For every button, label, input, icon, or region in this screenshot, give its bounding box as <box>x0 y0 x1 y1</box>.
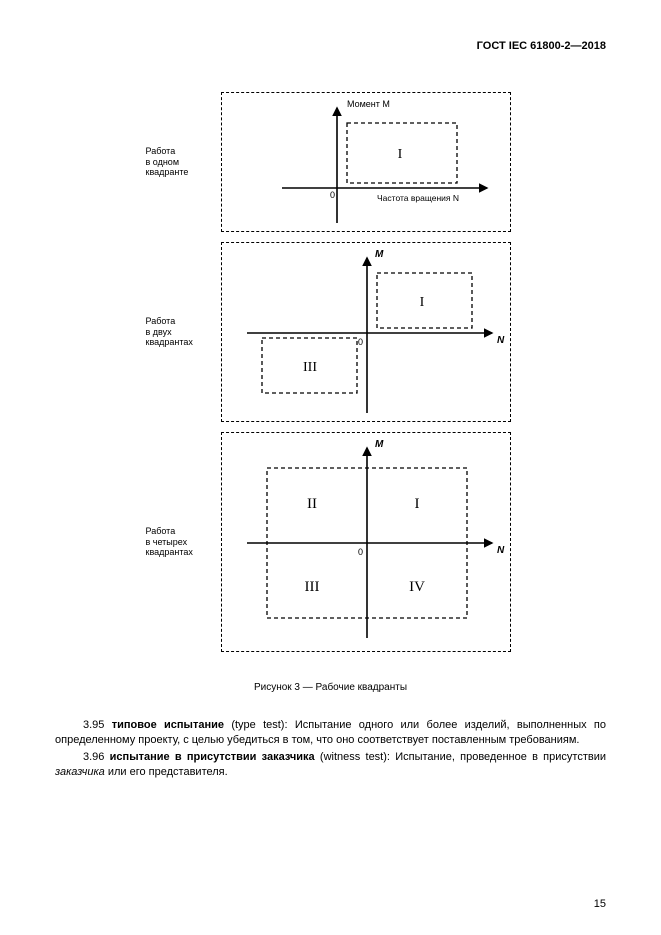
quadrant-panel-1: I Момент M Частота вращения N 0 <box>221 92 511 232</box>
x-axis-label-1: Частота вращения N <box>377 193 459 203</box>
def-rest-1a: : Испытание, проведенное в присутствии <box>387 751 606 763</box>
definition-3.96: 3.96 испытание в присутствии заказчика (… <box>55 750 606 780</box>
def-paren-1: (witness test) <box>320 751 387 763</box>
y-axis-label-1: Момент M <box>347 99 390 109</box>
side-label-2-line1: в двух <box>146 327 172 337</box>
x-axis-label-3: N <box>497 545 505 556</box>
y-axis-label-2: M <box>375 249 384 260</box>
diagram-svg-3: II I III IV M N 0 <box>222 433 512 653</box>
def-paren-0: (type test) <box>231 719 284 731</box>
side-label-3: Работа в четырех квадрантах <box>146 526 221 558</box>
side-label-3-line1: в четырех <box>146 537 188 547</box>
page: ГОСТ IEC 61800-2—2018 Работа в одном ква… <box>0 0 661 935</box>
x-axis-label-2: N <box>497 335 505 346</box>
def-num-1: 3.96 <box>83 751 104 763</box>
diagram-row-1: Работа в одном квадранте I <box>146 92 516 232</box>
quadrant3-label-IV: IV <box>409 579 425 595</box>
definition-3.95: 3.95 типовое испытание (type test): Испы… <box>55 718 606 748</box>
side-label-2-line2: квадрантах <box>146 337 193 347</box>
diagram-svg-1: I Момент M Частота вращения N 0 <box>222 93 512 233</box>
origin-label-1: 0 <box>330 190 335 200</box>
origin-label-2: 0 <box>358 337 363 347</box>
side-label-1-line2: квадранте <box>146 167 189 177</box>
side-label-2: Работа в двух квадрантах <box>146 316 221 348</box>
def-term-1: испытание в присутствии заказчика <box>110 751 315 763</box>
quadrant3-label-I: I <box>414 496 419 512</box>
quadrant3-label-III: III <box>304 579 319 595</box>
y-axis-label-3: M <box>375 439 384 450</box>
def-rest-1c: или его представителя. <box>105 766 228 778</box>
def-num-0: 3.95 <box>83 719 104 731</box>
quadrant-label-I: I <box>397 147 402 162</box>
diagram-row-2: Работа в двух квадрантах I III <box>146 242 516 422</box>
figure-caption: Рисунок 3 — Рабочие квадранты <box>55 682 606 693</box>
side-label-1-line0: Работа <box>146 146 176 156</box>
body-text: 3.95 типовое испытание (type test) : Испы… <box>55 718 606 779</box>
side-label-2-line0: Работа <box>146 316 176 326</box>
quadrant2-label-I: I <box>419 295 424 310</box>
side-label-1-line1: в одном <box>146 157 180 167</box>
page-number: 15 <box>594 898 606 910</box>
document-header: ГОСТ IEC 61800-2—2018 <box>55 40 606 52</box>
def-rest-1b: заказчика <box>55 766 105 778</box>
quadrant3-label-II: II <box>307 496 317 512</box>
diagram-row-3: Работа в четырех квадрантах II I II <box>146 432 516 652</box>
figure-area: Работа в одном квадранте I <box>146 92 516 652</box>
side-label-1: Работа в одном квадранте <box>146 146 221 178</box>
side-label-3-line2: квадрантах <box>146 547 193 557</box>
quadrant-panel-3: II I III IV M N 0 <box>221 432 511 652</box>
origin-label-3: 0 <box>358 547 363 557</box>
quadrant2-label-III: III <box>303 360 317 375</box>
def-term-0: типовое испытание <box>112 719 224 731</box>
side-label-3-line0: Работа <box>146 526 176 536</box>
quadrant-panel-2: I III M N 0 <box>221 242 511 422</box>
diagram-svg-2: I III M N 0 <box>222 243 512 423</box>
